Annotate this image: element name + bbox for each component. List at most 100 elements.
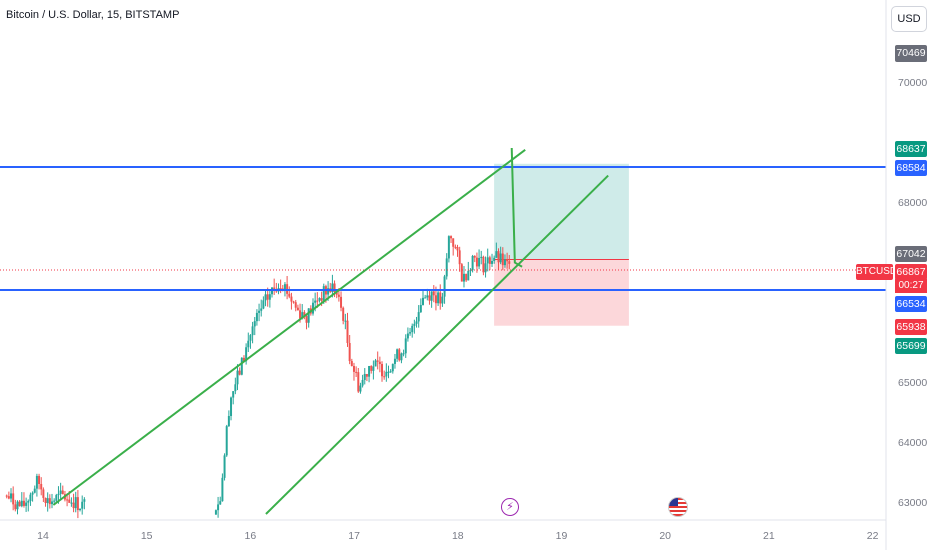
candle-body (81, 501, 84, 509)
candle-body (296, 307, 299, 311)
candle-body (501, 253, 504, 266)
candle-body (20, 500, 23, 507)
candle-body (266, 294, 269, 300)
chart-title: Bitcoin / U.S. Dollar, 15, BITSTAMP (6, 9, 180, 21)
candle-body (35, 475, 38, 489)
candle-body (227, 415, 230, 427)
candle-body (29, 494, 32, 501)
x-tick-label: 22 (867, 530, 879, 542)
candle-body (314, 300, 317, 303)
price-label-lower-line: 66534 (895, 296, 927, 312)
candle-body (424, 297, 427, 299)
candle-body (335, 292, 338, 295)
candle-body (462, 273, 465, 282)
candle-body (48, 498, 51, 505)
candle-body (327, 288, 330, 295)
candle-body (53, 500, 56, 502)
position-zones (494, 163, 629, 326)
candle-body (400, 353, 403, 361)
candle-body (376, 360, 379, 362)
candle-body (445, 258, 448, 277)
candle-body (245, 347, 248, 362)
candle-body (352, 366, 355, 372)
candle-body (413, 323, 416, 326)
candle-body (333, 283, 336, 293)
currency-button[interactable]: USD (891, 6, 927, 32)
candle-body (421, 297, 424, 305)
candle-body (31, 492, 34, 495)
candle-body (40, 483, 43, 490)
price-label-top: 70469 (895, 45, 927, 62)
candle-body (311, 302, 314, 314)
candle-body (428, 295, 431, 301)
candle-body (361, 379, 364, 386)
candle-body (318, 298, 321, 301)
loss-zone (494, 259, 629, 326)
candle-body (497, 251, 500, 263)
candle-body (465, 273, 468, 281)
candle-body (223, 455, 226, 478)
candle-body (450, 236, 453, 239)
profit-zone (494, 163, 629, 260)
candle-body (83, 499, 86, 502)
candle-body (219, 501, 222, 505)
candle-body (402, 353, 405, 355)
candle-body (279, 288, 282, 290)
candle-body (25, 502, 28, 506)
candle-body (415, 321, 418, 324)
candle-body (249, 335, 252, 341)
candle-body (294, 302, 297, 308)
candle-body (471, 255, 474, 271)
channel-upper-line (52, 149, 526, 506)
candle-body (236, 370, 239, 385)
drawings-layer[interactable] (0, 147, 886, 515)
candle-body (18, 501, 21, 507)
candle-body (260, 308, 263, 311)
candle-body (409, 332, 412, 334)
candle-body (411, 325, 414, 333)
candle-body (393, 358, 396, 364)
candle-body (434, 295, 437, 304)
candle-body (316, 300, 319, 302)
candle-body (217, 504, 220, 511)
candle-body (419, 304, 422, 313)
x-tick-label: 14 (37, 530, 49, 542)
candle-body (240, 357, 243, 375)
candle-body (503, 259, 506, 266)
candle-body (378, 361, 381, 365)
candle-body (22, 500, 25, 506)
candle-body (398, 349, 401, 361)
candle-body (55, 495, 58, 501)
candle-body (342, 307, 345, 321)
x-tick-label: 17 (348, 530, 360, 542)
candle-body (488, 257, 491, 264)
candle-body (406, 333, 409, 339)
candle-body (262, 300, 265, 309)
price-label-current: 66867 (895, 264, 927, 280)
candle-body (340, 296, 343, 308)
y-tick-label: 70000 (898, 77, 927, 89)
price-label-upper-line: 68584 (895, 160, 927, 176)
candle-body (348, 342, 351, 362)
candle-body (391, 363, 394, 372)
candle-body (253, 321, 256, 327)
candles-layer (5, 235, 511, 519)
us-flag-icon[interactable] (668, 497, 688, 517)
candle-body (374, 360, 377, 367)
candle-body (484, 263, 487, 273)
candle-body (283, 284, 286, 290)
candle-body (68, 499, 71, 503)
candle-body (441, 296, 444, 304)
candle-body (385, 371, 388, 377)
candle-body (372, 366, 375, 371)
candle-body (486, 257, 489, 264)
candle-body (72, 502, 75, 509)
candle-body (475, 257, 478, 267)
candle-body (7, 496, 10, 499)
candle-body (508, 261, 511, 264)
x-tick-label: 15 (141, 530, 153, 542)
lightning-icon[interactable]: ⚡ (501, 498, 519, 516)
candle-body (299, 310, 302, 319)
